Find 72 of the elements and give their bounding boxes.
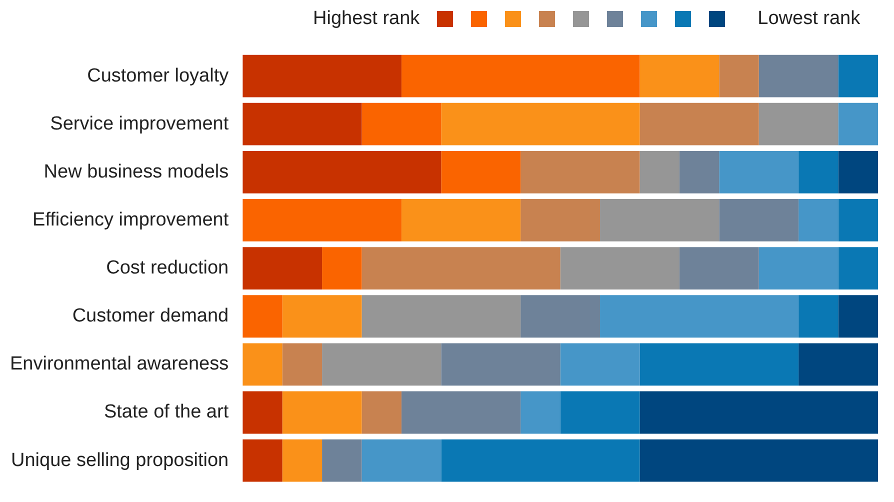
bar <box>838 54 878 98</box>
bar <box>719 54 759 98</box>
bar <box>242 343 282 386</box>
y-tick-label: Unique selling proposition <box>11 450 229 471</box>
bar <box>798 295 838 338</box>
bar <box>640 54 720 98</box>
bar <box>838 247 878 290</box>
legend-label: Lowest rank <box>758 8 860 30</box>
bar <box>282 439 322 482</box>
bar <box>838 295 878 338</box>
series-label: Highest rank <box>313 8 420 30</box>
bar <box>600 295 799 338</box>
bar <box>441 150 521 194</box>
bar <box>322 247 362 290</box>
bar <box>600 199 720 242</box>
bar <box>838 102 878 146</box>
bar <box>640 343 799 386</box>
bar <box>838 199 878 242</box>
bar <box>441 102 640 146</box>
bar <box>758 247 838 290</box>
bar <box>242 102 362 146</box>
y-tick-label: State of the art <box>104 402 230 423</box>
bar <box>838 150 878 194</box>
y-tick-label: New business models <box>44 161 229 182</box>
bar <box>362 102 442 146</box>
bar <box>679 247 759 290</box>
bar <box>362 247 560 290</box>
bar <box>719 150 799 194</box>
bar <box>282 343 322 386</box>
bar <box>640 439 878 482</box>
bar <box>520 199 600 242</box>
bar <box>679 150 720 194</box>
bar <box>401 54 640 98</box>
bar <box>798 199 838 242</box>
bar <box>640 102 759 146</box>
bar <box>242 439 282 482</box>
bar <box>640 391 878 434</box>
bar <box>322 439 362 482</box>
bar <box>242 247 322 290</box>
bar <box>758 102 838 146</box>
bar <box>640 150 680 194</box>
y-tick-label: Cost reduction <box>106 258 229 279</box>
y-tick-label: Customer demand <box>72 306 229 327</box>
bar <box>362 439 442 482</box>
bar <box>520 391 560 434</box>
bar <box>719 199 799 242</box>
bar <box>560 247 680 290</box>
bar <box>520 295 600 338</box>
bar <box>520 150 640 194</box>
bar <box>441 439 640 482</box>
bar <box>401 199 521 242</box>
y-tick-label: Service improvement <box>50 113 230 134</box>
bar <box>242 391 282 434</box>
bar <box>401 391 521 434</box>
bar <box>242 295 282 338</box>
y-tick-label: Efficiency improvement <box>32 209 230 230</box>
bar <box>282 391 362 434</box>
y-tick-label: Customer loyalty <box>87 65 230 86</box>
bar <box>242 199 402 242</box>
bar <box>798 150 838 194</box>
bar <box>362 391 402 434</box>
bar <box>798 343 878 386</box>
y-tick-label: Environmental awareness <box>10 354 229 375</box>
bar <box>282 295 362 338</box>
bar <box>560 343 640 386</box>
bar <box>242 54 402 98</box>
bar <box>362 295 521 338</box>
bar <box>758 54 838 98</box>
bar <box>560 391 640 434</box>
bar <box>242 150 442 194</box>
bar <box>441 343 560 386</box>
bar <box>322 343 442 386</box>
